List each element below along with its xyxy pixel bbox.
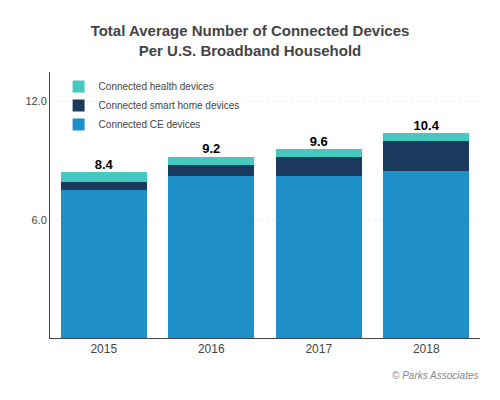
svg-text:Connected smart home devices: Connected smart home devices [99,100,240,111]
svg-text:6.0: 6.0 [32,214,47,226]
svg-text:2017: 2017 [305,342,332,356]
svg-text:2016: 2016 [198,342,225,356]
svg-text:Connected CE devices: Connected CE devices [99,119,201,130]
svg-text:12.0: 12.0 [25,95,46,107]
svg-text:Connected health devices: Connected health devices [99,81,214,92]
svg-text:2015: 2015 [90,342,117,356]
svg-text:9.2: 9.2 [202,141,220,156]
svg-text:8.4: 8.4 [95,157,114,172]
svg-text:Total Average Number of Connec: Total Average Number of Connected Device… [91,22,410,59]
svg-text:10.4: 10.4 [414,118,440,133]
svg-text:© Parks Associates: © Parks Associates [392,370,478,381]
svg-text:9.6: 9.6 [310,134,328,149]
svg-text:2018: 2018 [413,342,440,356]
